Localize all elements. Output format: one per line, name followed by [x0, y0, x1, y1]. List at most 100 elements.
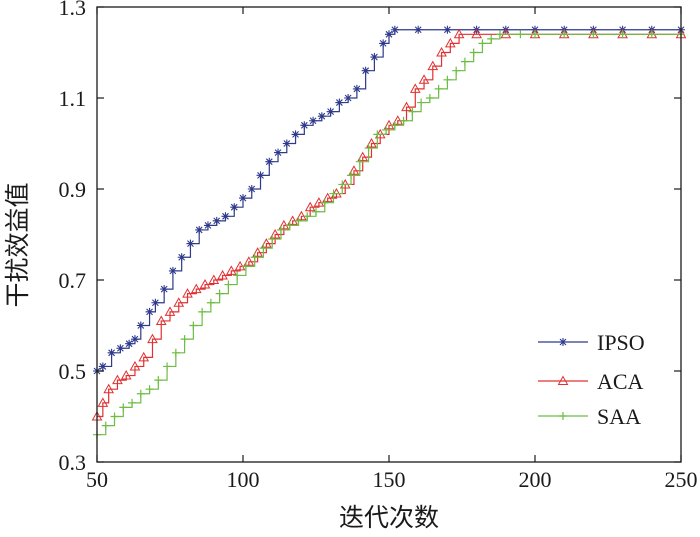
point-aca-2	[103, 383, 115, 394]
x-tick-label-200: 200	[519, 467, 552, 492]
legend-symbol-ipso	[559, 338, 567, 346]
point-saa-47	[516, 30, 525, 39]
point-saa-31	[364, 144, 373, 153]
y-axis-title: 干扰效益值	[4, 182, 32, 307]
point-saa-46	[495, 30, 504, 39]
point-aca-12	[190, 283, 202, 294]
point-aca-14	[208, 274, 220, 284]
legend-label-ipso: IPSO	[597, 330, 645, 355]
point-saa-25	[312, 207, 320, 216]
point-saa-15	[224, 280, 233, 289]
point-saa-7	[154, 376, 163, 385]
point-ipso-27	[317, 112, 326, 121]
point-aca-13	[199, 279, 211, 289]
legend-label-aca: ACA	[597, 369, 644, 394]
point-aca-32	[366, 137, 377, 148]
point-ipso-33	[370, 53, 379, 62]
legend-label-saa: SAA	[597, 404, 641, 429]
x-tick-label-100: 100	[227, 467, 260, 492]
point-saa-37	[417, 98, 426, 107]
point-ipso-9	[160, 285, 169, 294]
point-saa-13	[206, 298, 215, 307]
point-aca-4	[120, 370, 132, 380]
point-saa-14	[215, 289, 224, 298]
point-ipso-38	[443, 25, 452, 34]
point-aca-21	[269, 228, 281, 239]
point-saa-29	[347, 171, 356, 180]
point-ipso-1	[98, 362, 107, 371]
point-aca-19	[252, 247, 263, 257]
point-saa-43	[469, 48, 478, 57]
ticks-layer: 50 100 150 200 250 0.3 0.5 0.7 0.9 1.1 1.3	[59, 0, 698, 492]
point-aca-31	[357, 151, 369, 162]
point-ipso-29	[335, 98, 344, 107]
point-saa-16	[233, 271, 242, 280]
point-saa-30	[355, 157, 364, 166]
series-ipso	[93, 25, 685, 375]
point-saa-39	[434, 84, 443, 93]
point-ipso-26	[309, 116, 318, 125]
legend-symbol-saa	[559, 412, 567, 420]
point-ipso-11	[177, 253, 186, 262]
point-saa-51	[618, 30, 627, 39]
point-ipso-19	[247, 185, 256, 193]
x-tick-label-150: 150	[373, 467, 406, 492]
point-aca-38	[418, 74, 430, 84]
point-ipso-24	[291, 130, 300, 139]
point-saa-6	[145, 385, 154, 394]
point-saa-48	[531, 30, 539, 39]
point-saa-18	[250, 253, 259, 262]
legend-item-aca: ACA	[538, 369, 644, 394]
point-saa-49	[560, 30, 569, 39]
point-ipso-14	[203, 221, 212, 230]
point-saa-45	[487, 34, 496, 43]
point-saa-34	[390, 121, 399, 130]
point-ipso-20	[256, 171, 265, 180]
point-saa-36	[408, 107, 417, 116]
point-ipso-3	[116, 344, 125, 353]
point-aca-39	[427, 60, 439, 71]
point-ipso-34	[379, 39, 388, 48]
point-saa-5	[136, 389, 145, 398]
point-ipso-31	[352, 84, 361, 93]
point-ipso-28	[326, 107, 335, 116]
point-ipso-7	[145, 307, 154, 316]
point-saa-40	[443, 75, 452, 84]
point-ipso-30	[344, 94, 353, 102]
point-aca-10	[173, 297, 185, 307]
legend-marker-aca	[557, 375, 569, 385]
y-tick-label-1.1: 1.1	[59, 86, 87, 111]
point-aca-27	[322, 192, 334, 203]
legend-symbol-aca	[557, 375, 569, 385]
point-aca-30	[348, 165, 360, 175]
point-aca-18	[243, 256, 255, 266]
point-saa-28	[338, 180, 347, 189]
point-saa-42	[460, 57, 469, 66]
point-saa-27	[329, 189, 338, 198]
y-tick-label-1.3: 1.3	[59, 0, 87, 20]
point-aca-8	[155, 315, 167, 325]
point-aca-20	[261, 238, 272, 248]
series-saa	[93, 30, 685, 439]
point-saa-22	[285, 221, 294, 230]
point-saa-10	[180, 335, 189, 344]
point-saa-44	[478, 39, 487, 48]
point-saa-11	[189, 321, 198, 330]
point-saa-20	[268, 235, 277, 244]
point-saa-21	[276, 225, 285, 234]
point-aca-6	[138, 351, 150, 362]
point-aca-15	[217, 269, 228, 280]
point-saa-2	[110, 412, 119, 421]
point-saa-24	[303, 212, 312, 221]
point-ipso-17	[230, 203, 239, 212]
point-aca-9	[164, 306, 176, 316]
point-saa-52	[647, 30, 656, 39]
point-ipso-35	[385, 30, 393, 39]
y-tick-label-0.3: 0.3	[59, 450, 87, 475]
point-aca-41	[444, 37, 456, 48]
point-ipso-23	[282, 139, 291, 148]
point-ipso-25	[300, 121, 309, 130]
point-ipso-15	[212, 216, 221, 225]
legend: IPSO ACA SAA	[527, 325, 673, 437]
